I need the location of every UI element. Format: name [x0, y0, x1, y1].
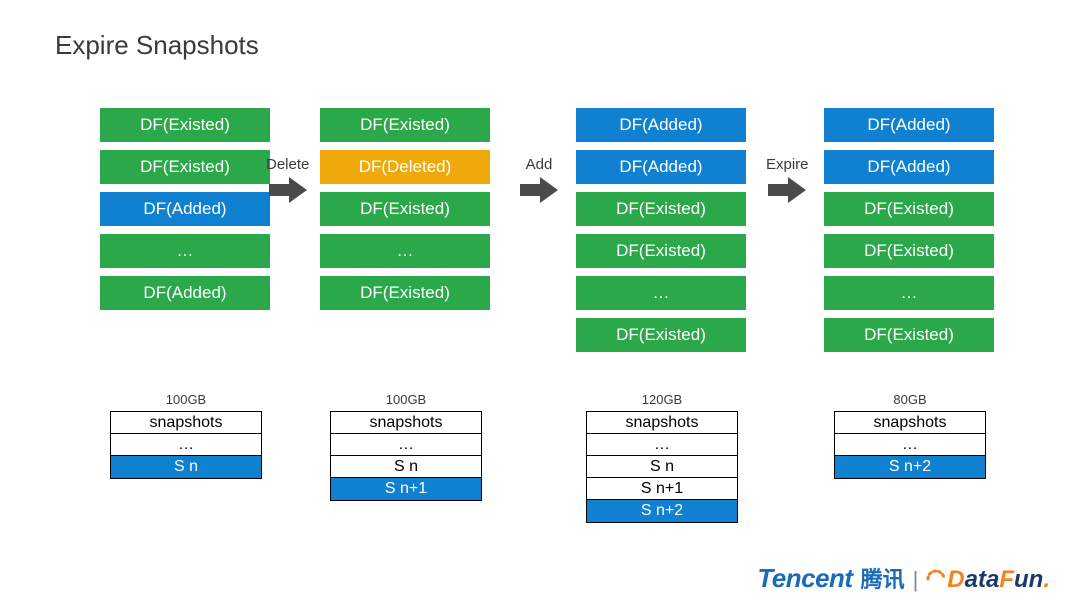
snapshot-table: snapshots…S nS n+1S n+2: [586, 411, 738, 523]
datafun-f: F: [999, 566, 1014, 594]
snapshot-row: S n+2: [587, 500, 737, 522]
df-cell: DF(Existed): [824, 318, 994, 352]
snapshot-row: …: [835, 434, 985, 456]
df-cell: DF(Existed): [100, 150, 270, 184]
datafun-un: un: [1014, 566, 1043, 594]
size-label: 100GB: [386, 392, 426, 407]
df-cell: DF(Existed): [824, 234, 994, 268]
snapshot-table: snapshots…S nS n+1: [330, 411, 482, 501]
df-cell: …: [576, 276, 746, 310]
page-title: Expire Snapshots: [55, 30, 259, 61]
df-cell: DF(Existed): [576, 192, 746, 226]
size-label: 100GB: [166, 392, 206, 407]
df-cell: DF(Added): [576, 108, 746, 142]
snapshot-row: snapshots: [111, 412, 261, 434]
size-label: 80GB: [893, 392, 926, 407]
footer-logos: Tencent 腾讯 | DataFun.: [757, 562, 1050, 594]
tencent-logo-en: Tencent: [757, 563, 852, 594]
df-cell: …: [320, 234, 490, 268]
df-cell: DF(Deleted): [320, 150, 490, 184]
df-cell: …: [824, 276, 994, 310]
snapshot-row: S n: [587, 456, 737, 478]
snapshot-table-column: 100GB snapshots…S nS n+1: [330, 392, 482, 501]
snapshot-table-column: 80GB snapshots…S n+2: [834, 392, 986, 479]
stage-column: DF(Added) DF(Added) DF(Existed) DF(Existed)…: [576, 108, 746, 352]
stage-column: DF(Added) DF(Added) DF(Existed) DF(Existed)…: [824, 108, 994, 352]
df-cell: DF(Existed): [576, 234, 746, 268]
transition-arrow: Add: [520, 156, 558, 205]
cell-stack: DF(Added) DF(Added) DF(Existed) DF(Existed)…: [576, 108, 746, 352]
df-cell: DF(Existed): [824, 192, 994, 226]
snapshot-row: S n+1: [587, 478, 737, 500]
df-cell: DF(Added): [100, 192, 270, 226]
transition-arrow: Delete: [266, 156, 309, 205]
snapshot-table-column: 120GB snapshots…S nS n+1S n+2: [586, 392, 738, 523]
snapshot-table-column: 100GB snapshots…S n: [110, 392, 262, 479]
datafun-icon: [926, 568, 946, 588]
df-cell: DF(Existed): [100, 108, 270, 142]
df-cell: DF(Existed): [320, 192, 490, 226]
snapshot-row: snapshots: [331, 412, 481, 434]
cell-stack: DF(Existed) DF(Existed) DF(Added) … DF(Added…: [100, 108, 270, 310]
stage-column: DF(Existed) DF(Existed) DF(Added) … DF(Added…: [100, 108, 270, 310]
diagram-page: Expire Snapshots DF(Existed)DF(Existed)D…: [0, 0, 1080, 608]
snapshot-row: S n+2: [835, 456, 985, 478]
arrow-label: Add: [526, 156, 553, 173]
arrow-label: Delete: [266, 156, 309, 173]
df-cell: DF(Added): [824, 108, 994, 142]
size-label: 120GB: [642, 392, 682, 407]
snapshot-row: …: [587, 434, 737, 456]
datafun-d: D: [947, 566, 964, 594]
snapshot-table: snapshots…S n+2: [834, 411, 986, 479]
snapshot-row: S n: [111, 456, 261, 478]
tencent-logo-cn: 腾讯: [861, 562, 905, 594]
stage-column: DF(Existed) DF(Deleted) DF(Existed) … DF(Exi…: [320, 108, 490, 310]
footer-divider: |: [913, 567, 919, 593]
snapshot-row: S n+1: [331, 478, 481, 500]
snapshot-row: snapshots: [835, 412, 985, 434]
cell-stack: DF(Existed) DF(Deleted) DF(Existed) … DF(Exi…: [320, 108, 490, 310]
datafun-logo: DataFun.: [926, 566, 1050, 594]
datafun-dot: .: [1043, 566, 1050, 594]
snapshot-row: S n: [331, 456, 481, 478]
df-cell: DF(Existed): [576, 318, 746, 352]
arrow-label: Expire: [766, 156, 809, 173]
df-cell: DF(Existed): [320, 276, 490, 310]
transition-arrow: Expire: [766, 156, 809, 205]
df-cell: DF(Added): [576, 150, 746, 184]
snapshot-row: snapshots: [587, 412, 737, 434]
snapshot-table: snapshots…S n: [110, 411, 262, 479]
snapshot-row: …: [331, 434, 481, 456]
datafun-ata: ata: [965, 566, 1000, 594]
df-cell: DF(Added): [824, 150, 994, 184]
snapshot-row: …: [111, 434, 261, 456]
df-cell: DF(Existed): [320, 108, 490, 142]
df-cell: DF(Added): [100, 276, 270, 310]
cell-stack: DF(Added) DF(Added) DF(Existed) DF(Existed)…: [824, 108, 994, 352]
df-cell: …: [100, 234, 270, 268]
